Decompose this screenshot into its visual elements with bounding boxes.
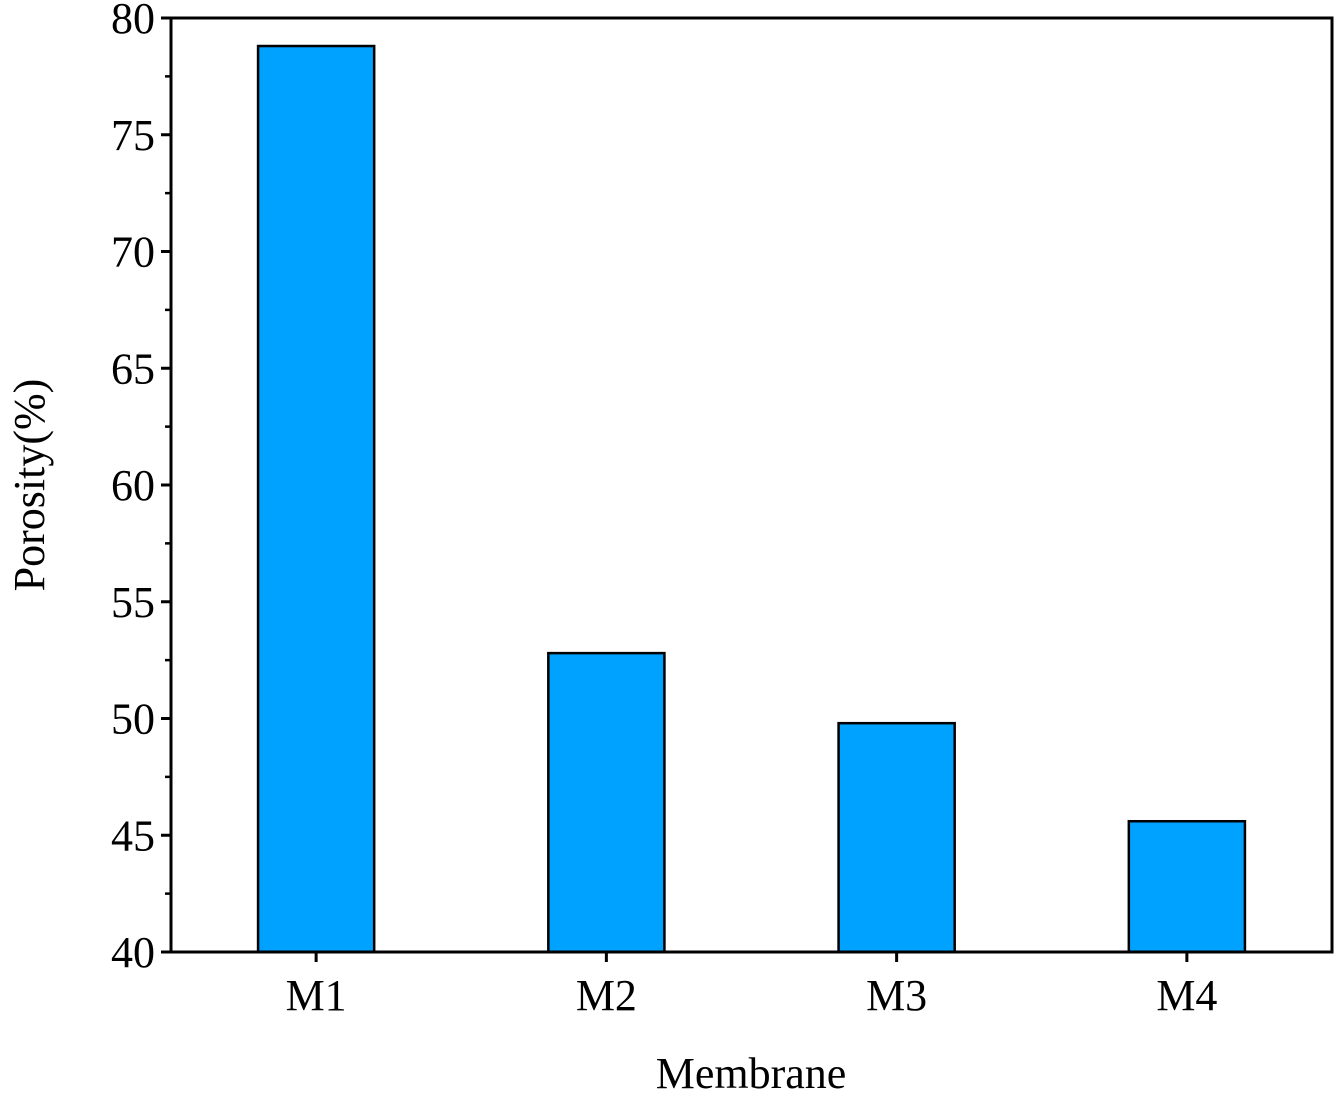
y-tick-label: 50 (111, 695, 155, 744)
y-tick-label: 65 (111, 344, 155, 393)
bar-m4 (1127, 819, 1247, 954)
y-axis-title: Porosity(%) (5, 379, 54, 592)
x-tick-label: M3 (866, 971, 927, 1020)
x-tick-label: M2 (576, 971, 637, 1020)
x-tick-label: M1 (286, 971, 347, 1020)
y-tick-label: 75 (111, 111, 155, 160)
x-axis-ticks: M1 M2 M3 M4 (286, 952, 1217, 1020)
bar-m1 (256, 44, 376, 954)
bars-layer (256, 44, 1247, 954)
bar-m3 (837, 721, 956, 954)
y-tick-label: 60 (111, 461, 155, 510)
y-tick-label: 55 (111, 578, 155, 627)
bar-m2 (547, 651, 666, 954)
y-axis-ticks: 40 45 50 55 60 65 70 75 80 (111, 0, 171, 977)
y-tick-label: 40 (111, 928, 155, 977)
x-tick-label: M4 (1156, 971, 1217, 1020)
y-tick-label: 80 (111, 0, 155, 43)
y-tick-label: 70 (111, 228, 155, 277)
x-axis-title: Membrane (656, 1049, 847, 1098)
y-tick-label: 45 (111, 811, 155, 860)
